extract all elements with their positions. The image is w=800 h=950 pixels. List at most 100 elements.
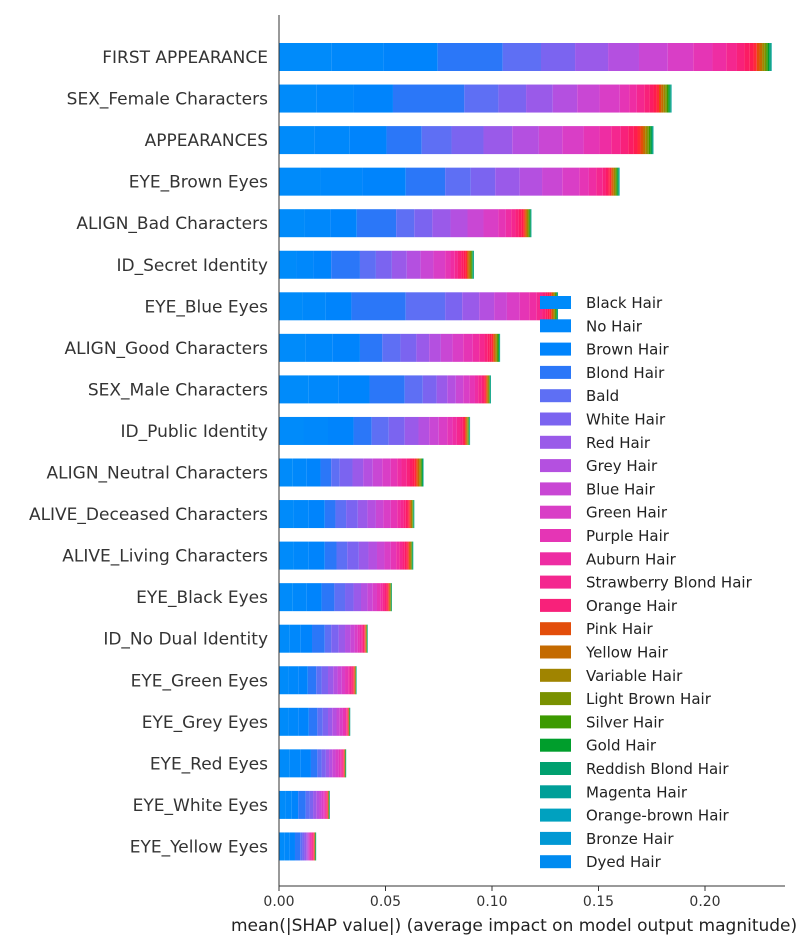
bar-segment [410, 500, 412, 529]
legend-swatch [540, 342, 571, 356]
legend-label: Reddish Blond Hair [586, 760, 729, 778]
bar-segment [412, 458, 415, 487]
legend-swatch [540, 668, 571, 682]
bar-segment [670, 84, 672, 113]
bar-segment [304, 832, 307, 861]
bar-segment [396, 541, 400, 570]
bar-segment [588, 167, 597, 196]
legend-swatch [540, 482, 571, 496]
bar-segment [665, 84, 667, 113]
feature-label: ALIGN_Neutral Characters [47, 464, 269, 484]
bar-segment [327, 707, 333, 736]
legend-label: Bald [586, 387, 619, 405]
bar-segment [749, 43, 754, 71]
bar-segment [648, 126, 651, 155]
bar-segment [608, 167, 610, 196]
bar-segment [310, 749, 318, 778]
bar-segment [450, 250, 455, 279]
feature-label: ALIGN_Bad Characters [76, 214, 268, 234]
bar-segment [325, 749, 330, 778]
bar-segment [279, 84, 317, 113]
bar-segment [411, 500, 413, 529]
bar-segment [330, 209, 357, 238]
bar-segment [609, 167, 612, 196]
x-tick-label: 0.15 [583, 894, 614, 910]
bar-segment [364, 624, 365, 653]
bar-segment [669, 84, 671, 113]
bar-segment [419, 458, 421, 487]
bar-segment [341, 749, 343, 778]
bar-segment [656, 84, 659, 113]
bar-segment [337, 666, 342, 695]
bar-segment [468, 250, 470, 279]
bar-segment [753, 43, 757, 71]
bar-segment [466, 416, 468, 445]
bar-segment [353, 583, 362, 612]
bar-segment [463, 375, 470, 404]
bar-segment [321, 583, 335, 612]
feature-label: ALIVE_Living Characters [62, 547, 268, 567]
feature-label: APPEARANCES [145, 131, 268, 151]
bar-segment [293, 500, 309, 529]
bar-segment [484, 333, 488, 362]
bar-segment [486, 375, 488, 404]
legend-swatch [540, 645, 571, 659]
legend-swatch [540, 319, 571, 333]
bar-segment [518, 209, 522, 238]
bar-segment [363, 458, 373, 487]
bar-segment [410, 541, 412, 570]
bar-segment [306, 458, 321, 487]
bar-segment [306, 583, 322, 612]
bar-segment [345, 707, 347, 736]
bar-segment [416, 458, 418, 487]
bar-segment [331, 43, 384, 71]
bar-segment [469, 250, 471, 279]
bar-segment [438, 416, 448, 445]
bar-segment [467, 209, 484, 238]
bar-segment [463, 250, 466, 279]
bar-segment [649, 84, 654, 113]
bar-segment [298, 790, 306, 819]
bar-segment [317, 749, 322, 778]
bar-segment [483, 126, 513, 155]
bar-segment [390, 541, 397, 570]
bar-segment [447, 416, 453, 445]
legend-swatch [540, 412, 571, 426]
bar-segment [391, 250, 407, 279]
bar-segment [400, 500, 404, 529]
feature-label: EYE_White Eyes [133, 796, 268, 816]
bar-segment [307, 832, 309, 861]
bar-segment [420, 250, 434, 279]
bar-segment [345, 583, 354, 612]
legend-swatch [540, 855, 571, 869]
bar-segment [519, 292, 530, 321]
bar-segment [464, 84, 499, 113]
bar-segment [279, 790, 286, 819]
bar-segment [410, 458, 413, 487]
legend-label: Blond Hair [586, 364, 665, 382]
bar-segment [494, 292, 507, 321]
bar-segment [433, 250, 446, 279]
x-tick-label: 0.00 [263, 894, 294, 910]
bar-segment [596, 167, 603, 196]
bar-segment [292, 583, 307, 612]
bar-segment [414, 209, 433, 238]
bar-segment [320, 167, 363, 196]
feature-label: ALIVE_Deceased Characters [29, 505, 268, 525]
bar-segment [472, 333, 480, 362]
bar-segment [279, 832, 285, 861]
bar-segment [346, 500, 358, 529]
bar-segment [736, 43, 745, 71]
bar-segment [640, 126, 644, 155]
bar-segment [693, 43, 713, 71]
bar-segment [314, 126, 350, 155]
bar-segment [324, 541, 337, 570]
bar-segment [279, 375, 309, 404]
legend-label: Magenta Hair [586, 783, 688, 801]
bar-segment [417, 458, 420, 487]
bar-segment [409, 500, 411, 529]
bar-segment [499, 333, 500, 362]
legend: Black Hair No Hair Brown Hair Blond Hair Bal… [540, 294, 753, 871]
bar-segment [320, 458, 332, 487]
bar-segment [345, 624, 351, 653]
